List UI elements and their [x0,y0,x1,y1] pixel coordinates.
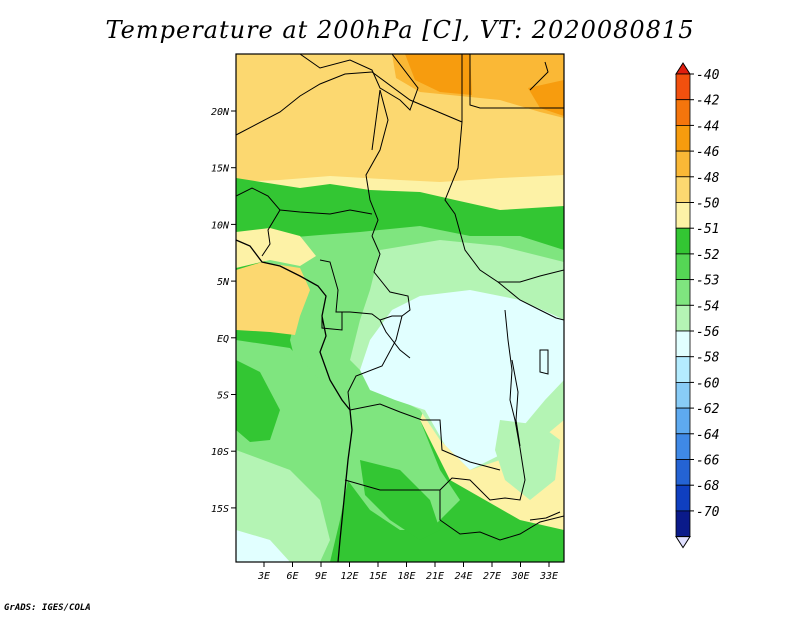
x-tick-label: 30E [510,571,529,582]
colorbar-swatch [675,304,691,332]
field-region-m50 [236,262,310,335]
colorbar-label: -51 [696,222,719,237]
colorbar-swatch [675,176,691,203]
y-tick-label: 15S [211,504,229,515]
colorbar-swatch [675,356,691,383]
chart-title: Temperature at 200hPa [C], VT: 202008081… [105,16,695,44]
x-tick-label: 12E [340,571,358,582]
colorbar-label: -54 [696,299,719,314]
colorbar-swatch [675,484,691,512]
y-tick-label: 20N [211,107,230,118]
colorbar-swatch [675,407,691,435]
colorbar-swatch [675,150,691,178]
colorbar-swatch [675,227,691,255]
colorbar-swatch [675,433,691,460]
colorbar-label: -68 [696,479,720,494]
colorbar-label: -66 [696,454,720,469]
field-region-m52 [360,460,440,540]
colorbar-swatch [675,99,691,126]
colorbar-swatch [675,381,691,409]
colorbar-swatch [675,73,691,101]
field-region-m52 [236,360,280,442]
colorbar-bottom-arrow [675,536,691,549]
field-region-m54 [236,450,330,562]
colorbar-label: -62 [696,402,720,417]
colorbar-label: -50 [696,197,720,212]
plot-frame [235,53,565,563]
colorbar-label: -42 [696,94,720,109]
colorbar-label: -52 [696,248,720,263]
colorbar-label: -44 [696,119,719,134]
colorbar-swatch [675,510,691,537]
axis-ticks: 3E 6E 9E 12E 15E 18E 21E 24E 27E 30E 33E 20N 15N 10N 5… [211,107,558,582]
temperature-field [236,54,564,562]
y-tick-label: 5S [217,391,229,402]
y-tick-label: 10N [211,220,230,231]
country-borders [236,54,564,562]
field-region-m56 [236,530,290,562]
x-tick-label: 3E [257,571,270,582]
colorbar-label: -46 [696,145,720,160]
field-region-m46 [528,80,564,116]
credit-footer: GrADS: IGES/COLA [4,603,91,613]
field-region-m51 [236,228,316,268]
x-tick-label: 33E [539,571,558,582]
colorbar-swatch [675,202,691,229]
colorbar-label: -48 [696,171,720,186]
x-tick-label: 15E [369,571,387,582]
field-region-m54 [495,420,560,500]
colorbar-label: -70 [696,505,720,520]
colorbar-swatch [675,253,691,280]
y-tick-label: 10S [211,447,229,458]
colorbar-label: -58 [696,351,720,366]
colorbar-label: -40 [696,68,720,83]
x-tick-label: 24E [454,571,472,582]
x-tick-label: 18E [397,571,415,582]
colorbar-label: -60 [696,376,720,391]
colorbar-label: -56 [696,325,720,340]
colorbar-top-arrow [675,62,691,75]
x-tick-label: 9E [315,571,327,582]
x-tick-label: 6E [286,571,298,582]
colorbar-label: -64 [696,428,719,443]
x-tick-label: 27E [483,571,501,582]
colorbar-swatch [675,125,691,152]
y-tick-label: EQ [217,334,229,345]
y-tick-label: 15N [211,164,230,175]
colorbar-swatch [675,330,691,358]
colorbar-label: -53 [696,274,719,289]
y-tick-label: 5N [217,277,230,288]
colorbar: -40 -42 -44 -46 -48 -50 -51 -52 -53 -54 -56 -58 -60 -… [675,62,720,549]
colorbar-swatch [675,279,691,306]
x-tick-label: 21E [426,571,444,582]
field-region-m46 [405,54,472,95]
colorbar-swatch [675,459,691,486]
